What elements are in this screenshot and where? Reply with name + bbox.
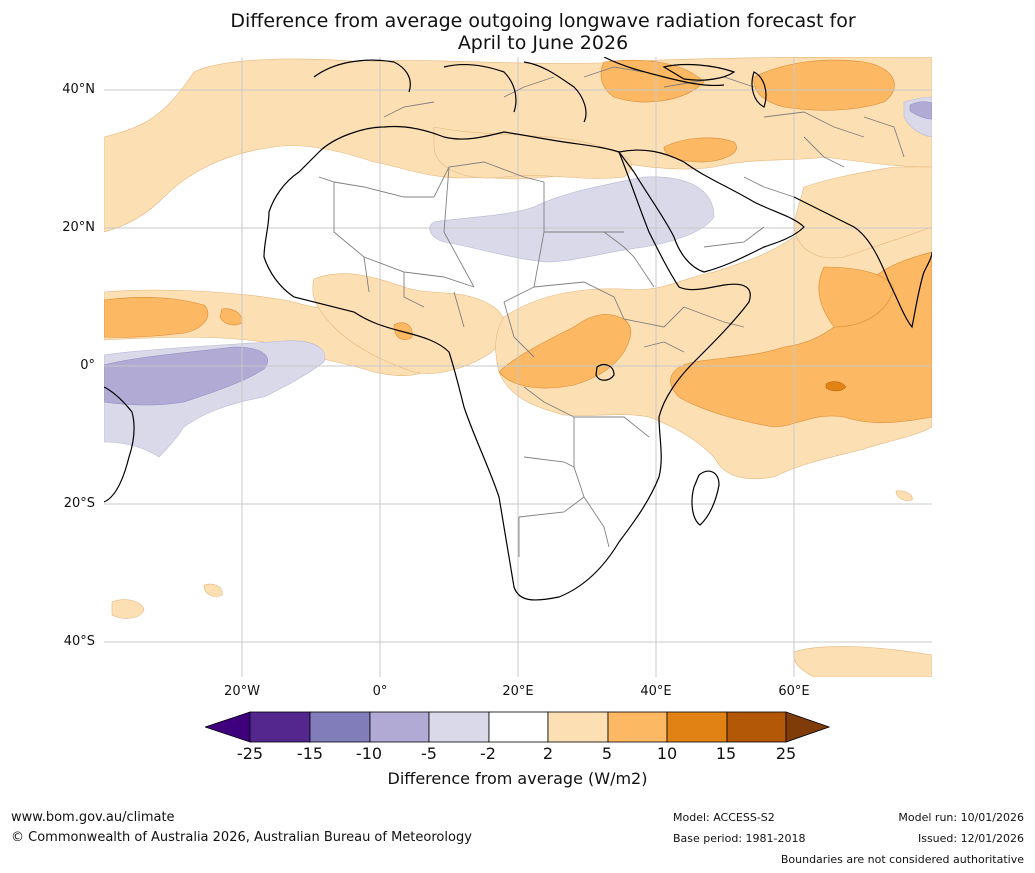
colorbar-extend-max [785,711,830,743]
colorbar-bin-neg5-neg2 [428,711,490,743]
base-period-text: Base period: 1981-2018 [673,832,806,845]
lon-label-20w: 20°W [224,684,260,699]
anomaly-positive-medium [104,59,932,428]
colorbar-tick: 5 [601,744,613,763]
lon-label-40e: 40°E [640,684,672,699]
colorbar [205,711,830,743]
colorbar-tick: -5 [421,744,437,763]
colorbar-tick: 10 [656,744,678,763]
colorbar-tick: -2 [480,744,496,763]
colorbar-bin-neg10-neg5 [369,711,430,743]
lat-label-20n: 20°N [62,220,95,235]
colorbar-tick: -15 [296,744,324,763]
colorbar-label: Difference from average (W/m2) [387,769,648,788]
graticule [104,57,932,677]
anomaly-positive-strong [825,381,847,392]
title-line-1: Difference from average outgoing longwav… [230,10,856,32]
lon-label-0: 0° [372,684,388,699]
title-line-2: April to June 2026 [457,32,629,54]
model-text: Model: ACCESS-S2 [673,811,775,824]
map-svg [104,57,932,677]
model-run-text: Model run: 10/01/2026 [898,811,1024,824]
map-title: Difference from average outgoing longwav… [0,10,1035,54]
colorbar-tick: 25 [775,744,797,763]
colorbar-tick: 2 [542,744,554,763]
colorbar-tick: -10 [355,744,383,763]
lat-label-40s: 40°S [63,634,95,649]
colorbar-bin-15-25 [726,711,787,743]
website-link[interactable]: www.bom.gov.au/climate [11,810,175,825]
colorbar-bin-5-10 [607,711,668,743]
issued-text: Issued: 12/01/2026 [917,832,1024,845]
colorbar-bin-neg25-neg15 [249,711,311,743]
colorbar-bin-10-15 [666,711,728,743]
colorbar-tick: -25 [236,744,264,763]
colorbar-bin-neg15-neg10 [309,711,371,743]
lat-label-0: 0° [80,358,95,373]
colorbar-bin-2-5 [547,711,609,743]
lon-label-20e: 20°E [502,684,534,699]
colorbar-bin-neg2-2 [488,711,549,743]
lat-label-20s: 20°S [63,496,95,511]
lat-label-40n: 40°N [62,82,95,97]
copyright-text: © Commonwealth of Australia 2026, Austra… [11,830,472,845]
disclaimer-text: Boundaries are not considered authoritat… [780,853,1024,866]
anomaly-negative-medium [104,101,932,406]
colorbar-tick: 15 [715,744,737,763]
colorbar-extend-min [205,711,251,743]
map-area [104,57,932,677]
lon-label-60e: 60°E [778,684,810,699]
coastlines [104,57,932,601]
